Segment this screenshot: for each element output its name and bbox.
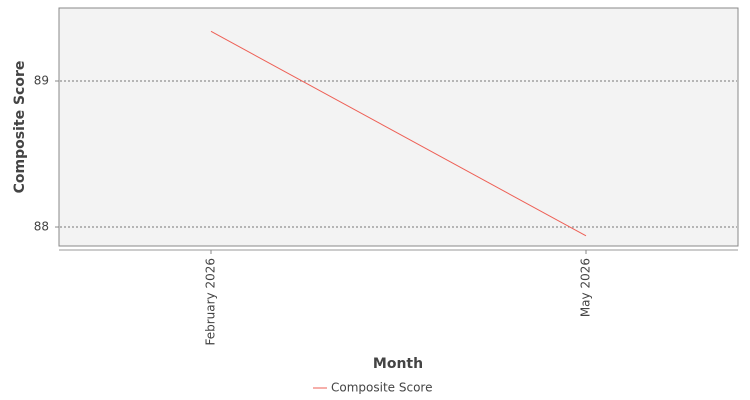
legend-label: Composite Score <box>331 381 432 395</box>
y-tick-label: 88 <box>34 220 49 234</box>
x-tick-label: May 2026 <box>579 258 593 317</box>
y-tick-label: 89 <box>34 74 49 88</box>
plot-area <box>58 7 739 247</box>
x-axis-label: Month <box>373 356 423 372</box>
y-axis-label: Composite Score <box>12 61 28 194</box>
series-line <box>210 30 587 237</box>
x-tick-label: February 2026 <box>204 258 218 346</box>
